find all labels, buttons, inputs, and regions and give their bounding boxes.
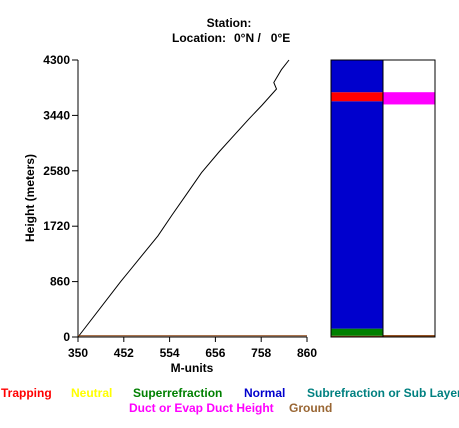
y-tick-label: 860 [50,275,70,289]
condition-columns [330,59,436,338]
x-tick-label: 554 [160,346,180,360]
axes [72,60,307,339]
legend-normal: Normal [244,386,285,400]
y-tick-label: 1720 [43,219,70,233]
x-tick-label: 656 [205,346,225,360]
y-tick-label: 2580 [43,164,70,178]
x-tick-label: 350 [68,346,88,360]
condition-column-bg [383,60,435,337]
legend-trapping: Trapping [1,386,52,400]
legend-subrefraction: Subrefraction or Sub Layer [307,386,459,400]
station-label: Station: [207,16,252,30]
x-tick-label: 452 [114,346,134,360]
condition-segment [383,92,435,105]
legend-superrefraction: Superrefraction [133,386,222,400]
condition-segment [331,92,383,102]
legend-duct: Duct or Evap Duct Height [129,401,274,415]
condition-segment [331,60,383,93]
condition-segment [383,335,435,337]
condition-segment [331,335,383,337]
legend: Trapping Neutral Superrefraction Normal … [1,386,459,415]
m-unit-profile-line [77,59,290,338]
data-series [77,59,307,338]
y-tick-label: 3440 [43,108,70,122]
condition-segment [331,101,383,329]
x-axis-label: M-units [171,361,214,375]
legend-neutral: Neutral [71,386,112,400]
location-label: Location: [172,31,226,45]
x-tick-label: 758 [251,346,271,360]
x-axis-ticks: 350 452 554 656 758 860 [68,337,317,360]
y-axis-ticks: 0 860 1720 2580 3440 4300 [43,53,78,344]
condition-segment [331,328,383,336]
y-tick-label: 0 [63,330,70,344]
legend-ground: Ground [289,401,332,415]
y-tick-label: 4300 [43,53,70,67]
x-tick-label: 860 [297,346,317,360]
location-value: 0°N / 0°E [234,31,290,45]
y-axis-label: Height (meters) [23,154,37,242]
